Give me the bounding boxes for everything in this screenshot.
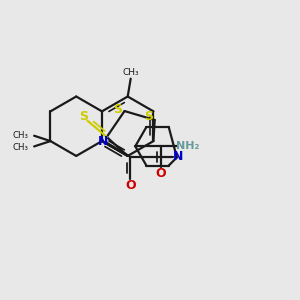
Text: S: S (113, 103, 122, 116)
Text: NH₂: NH₂ (176, 141, 199, 151)
Text: N: N (98, 135, 109, 148)
Text: O: O (125, 179, 136, 192)
Text: CH₃: CH₃ (12, 142, 28, 152)
Text: O: O (155, 167, 166, 180)
Text: N: N (173, 150, 183, 163)
Text: CH₃: CH₃ (122, 68, 139, 76)
Text: S: S (144, 110, 153, 123)
Text: CH₃: CH₃ (12, 130, 28, 140)
Text: S: S (79, 110, 88, 123)
